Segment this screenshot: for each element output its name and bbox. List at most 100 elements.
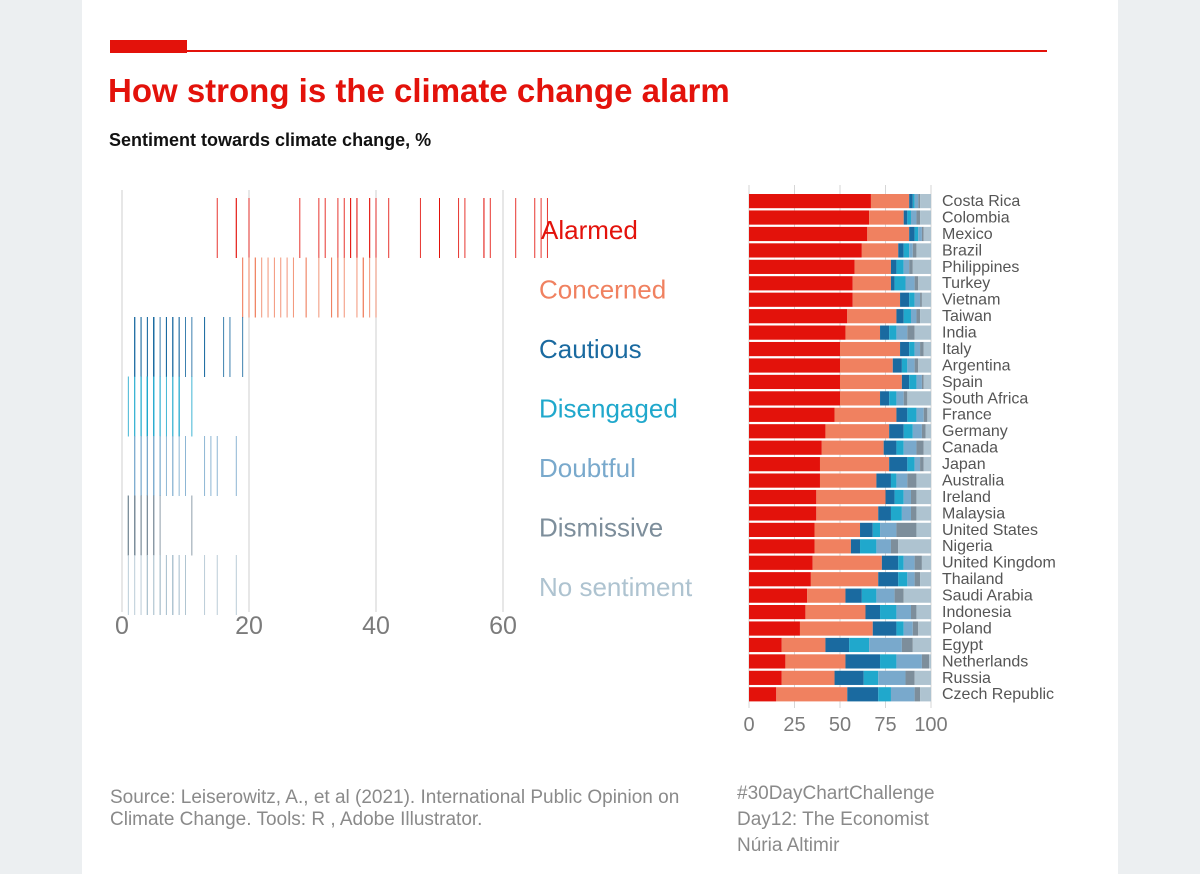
bar-segment-no-sentiment	[921, 292, 931, 307]
bar-segment-concerned	[825, 424, 890, 439]
bar-segment-doubtful	[912, 424, 922, 439]
bar-segment-no-sentiment	[920, 194, 931, 209]
bar-segment-dismissive	[907, 473, 917, 488]
bar-segment-doubtful	[909, 243, 913, 258]
bar-x-tick-label: 75	[874, 714, 896, 736]
bar-segment-cautious	[845, 588, 862, 603]
country-label: Japan	[942, 456, 986, 473]
chart-subtitle: Sentiment towards climate change, %	[109, 130, 432, 150]
bar-segment-alarmed	[749, 407, 835, 422]
bar-segment-doubtful	[905, 276, 915, 291]
bar-segment-alarmed	[749, 605, 806, 620]
bar-segment-concerned	[867, 226, 910, 242]
bar-segment-cautious	[880, 325, 890, 340]
bar-segment-no-sentiment	[923, 374, 931, 390]
strip-label-concerned: Concerned	[539, 275, 666, 305]
bar-segment-alarmed	[749, 358, 840, 373]
strip-x-tick-label: 20	[235, 612, 263, 640]
bar-segment-dismissive	[918, 194, 921, 209]
bar-segment-concerned	[869, 210, 904, 225]
country-label: Malaysia	[942, 505, 1005, 522]
bar-segment-alarmed	[749, 670, 782, 685]
bar-segment-doubtful	[914, 292, 921, 307]
bar-segment-alarmed	[749, 325, 846, 340]
bar-segment-concerned	[852, 292, 901, 307]
bar-segment-disengaged	[907, 407, 917, 422]
bar-segment-disengaged	[903, 243, 910, 258]
bar-segment-alarmed	[749, 210, 870, 225]
bar-segment-alarmed	[749, 522, 815, 537]
bar-segment-concerned	[847, 309, 897, 324]
bar-segment-concerned	[840, 341, 901, 357]
bar-segment-concerned	[814, 522, 861, 537]
country-labels: Costa RicaColombiaMexicoBrazilPhilippine…	[942, 193, 1056, 703]
bar-segment-dismissive	[909, 259, 913, 274]
bar-segment-doubtful	[916, 374, 922, 390]
bar-segment-alarmed	[749, 259, 855, 274]
bar-segment-cautious	[834, 670, 864, 685]
strip-x-tick-label: 0	[115, 612, 129, 640]
bar-segment-doubtful	[896, 391, 904, 406]
bar-segment-disengaged	[889, 391, 897, 406]
bar-segment-cautious	[872, 621, 897, 636]
country-label: Turkey	[942, 275, 990, 292]
bar-segment-no-sentiment	[927, 407, 931, 422]
bar-segment-doubtful	[914, 194, 919, 209]
country-label: Poland	[942, 620, 992, 637]
country-label: United States	[942, 522, 1038, 539]
bar-segment-alarmed	[749, 588, 808, 603]
country-label: Brazil	[942, 242, 982, 259]
country-label: Philippines	[942, 259, 1019, 276]
bar-segment-dismissive	[890, 539, 899, 554]
bar-segment-doubtful	[876, 539, 891, 554]
bar-segment-doubtful	[903, 555, 915, 570]
strip-label-cautious: Cautious	[539, 334, 642, 364]
bar-segment-concerned	[845, 325, 881, 340]
bar-segment-doubtful	[910, 210, 917, 225]
bar-segment-doubtful	[903, 489, 911, 505]
bar-segment-doubtful	[896, 325, 908, 340]
bar-segment-concerned	[852, 276, 891, 291]
bar-segment-doubtful	[910, 309, 917, 324]
bar-segment-cautious	[890, 276, 895, 291]
bar-segment-disengaged	[861, 588, 877, 603]
bar-segment-doubtful	[869, 637, 902, 653]
bar-segment-disengaged	[896, 621, 904, 636]
bar-segment-concerned	[816, 489, 886, 505]
bar-segment-no-sentiment	[923, 226, 931, 242]
country-label: Australia	[942, 472, 1004, 489]
country-label: Netherlands	[942, 653, 1028, 670]
bar-segment-alarmed	[749, 226, 868, 242]
bar-segment-no-sentiment	[912, 637, 931, 653]
bar-segment-concerned	[840, 391, 881, 406]
bar-segment-no-sentiment	[918, 358, 931, 373]
bar-segment-doubtful	[896, 654, 922, 669]
bar-segment-doubtful	[903, 440, 917, 455]
strip-label-alarmed: Alarmed	[541, 215, 638, 245]
bar-segment-disengaged	[909, 341, 915, 357]
country-label: Czech Republic	[942, 686, 1054, 703]
country-label: Nigeria	[942, 538, 993, 555]
country-label: Costa Rica	[942, 193, 1020, 210]
chart-title: How strong is the climate change alarm	[108, 72, 730, 109]
bar-segment-disengaged	[878, 687, 891, 702]
bar-segment-dismissive	[920, 292, 922, 307]
country-label: Germany	[942, 423, 1008, 440]
bar-segment-cautious	[898, 243, 904, 258]
bar-segment-disengaged	[889, 325, 897, 340]
strip-label-disengaged: Disengaged	[539, 394, 678, 424]
bar-segment-alarmed	[749, 539, 815, 554]
bar-segment-dismissive	[910, 506, 917, 521]
bar-segment-dismissive	[921, 654, 930, 669]
bar-segment-dismissive	[912, 621, 919, 636]
bar-segment-alarmed	[749, 489, 817, 505]
bar-segments	[749, 194, 931, 702]
bar-segment-alarmed	[749, 391, 840, 406]
bar-segment-concerned	[870, 194, 910, 209]
bar-segment-disengaged	[860, 539, 877, 554]
country-label: Russia	[942, 670, 991, 687]
bar-segment-dismissive	[901, 637, 913, 653]
bar-segment-disengaged	[901, 358, 908, 373]
bar-segment-disengaged	[896, 259, 904, 274]
